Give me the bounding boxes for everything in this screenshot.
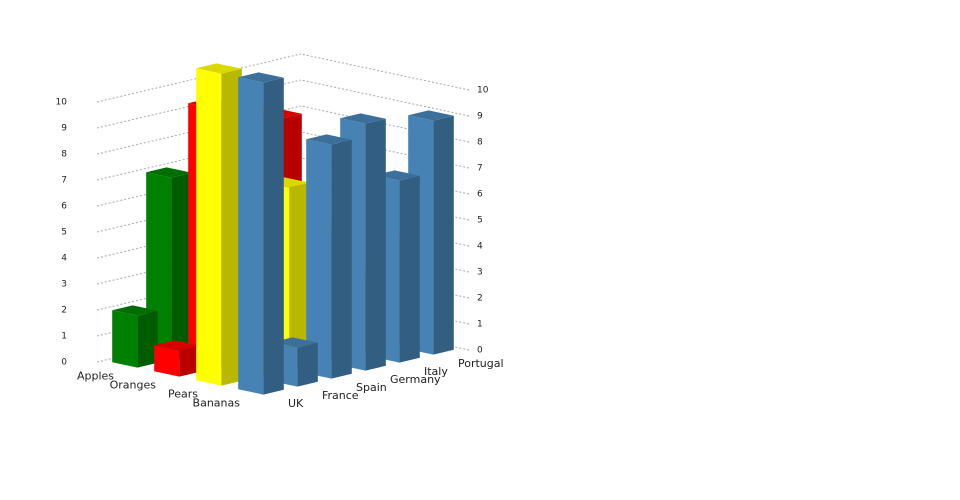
bar-face [221, 68, 242, 386]
y-tick-label: 10 [477, 86, 489, 96]
y-tick-label: 5 [477, 216, 483, 226]
y-tick-label: 8 [61, 150, 67, 160]
y-tick-label: 1 [477, 320, 483, 330]
y-tick-label: 3 [61, 280, 67, 290]
bar-face [289, 182, 310, 370]
y-tick-label: 4 [61, 254, 67, 264]
bar-face [154, 345, 180, 377]
y-tick-label: 8 [477, 138, 483, 148]
y-tick-label: 1 [61, 332, 67, 342]
bar-face [196, 63, 242, 74]
bar-face [306, 134, 352, 145]
x-category-label: Pears [168, 388, 198, 401]
bar-face [196, 68, 222, 386]
bar-face [112, 305, 158, 316]
bar-face [399, 175, 420, 363]
bar-face [306, 139, 332, 379]
bar-face [112, 310, 138, 368]
bar-face [433, 115, 454, 355]
y-tick-label: 9 [61, 124, 67, 134]
y-tick-label: 0 [477, 346, 483, 356]
y-tick-label: 0 [61, 358, 67, 368]
y-tick-label: 9 [477, 112, 483, 122]
bar-face [154, 340, 200, 351]
bar-face [137, 310, 158, 368]
bar [238, 72, 284, 395]
grid-line [300, 79, 470, 117]
z-category-label: France [322, 389, 359, 402]
bar-face [146, 167, 192, 178]
y-tick-label: 7 [61, 176, 67, 186]
y-tick-label: 2 [477, 294, 483, 304]
x-category-label: Bananas [193, 397, 241, 410]
y-tick-label: 7 [477, 164, 483, 174]
z-category-label: Italy [424, 365, 448, 378]
bar-face [171, 172, 192, 360]
y-tick-label: 6 [477, 190, 483, 200]
bar-face [238, 72, 284, 83]
bar-face [408, 110, 454, 121]
z-category-label: UK [288, 397, 304, 410]
bar-face [340, 113, 386, 124]
y-tick-label: 2 [61, 306, 67, 316]
bar-face [238, 77, 264, 395]
z-category-label: Spain [356, 381, 387, 394]
bar [196, 63, 242, 386]
bar-face [179, 345, 200, 377]
bar [112, 305, 158, 368]
bar-face [365, 118, 386, 371]
y-tick-label: 3 [477, 268, 483, 278]
z-category-label: Portugal [458, 357, 504, 370]
y-tick-label: 6 [61, 202, 67, 212]
bar [306, 134, 352, 379]
z-category-label: Germany [390, 373, 441, 386]
bar-face [297, 342, 318, 387]
x-category-label: Oranges [110, 379, 157, 392]
bar-face [263, 77, 284, 395]
x-category-label: Apples [77, 370, 114, 383]
bar [154, 340, 200, 377]
bar-face [331, 139, 352, 379]
y-tick-label: 10 [56, 98, 68, 108]
y-tick-label: 4 [477, 242, 483, 252]
y-tick-label: 5 [61, 228, 67, 238]
grid-line [300, 53, 470, 91]
